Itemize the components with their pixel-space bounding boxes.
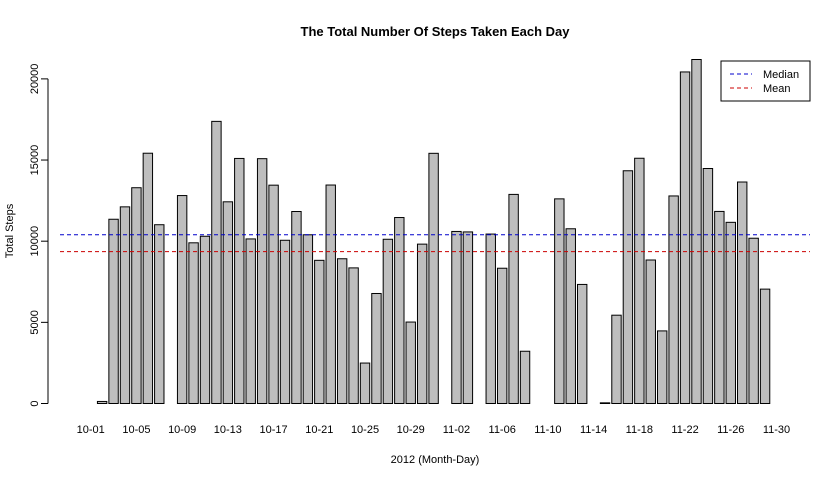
- bar-10-07: [154, 224, 165, 404]
- bar-11-11: [554, 198, 565, 404]
- bar-10-22: [325, 184, 336, 404]
- bar-10-19: [291, 211, 302, 404]
- bar-10-27: [382, 238, 394, 404]
- bar-11-24: [702, 168, 714, 404]
- bar-11-13: [576, 283, 588, 404]
- bar-11-19: [645, 259, 656, 404]
- bar-10-05: [131, 187, 142, 404]
- legend-label-mean: Mean: [763, 83, 791, 95]
- bar-10-10: [188, 242, 199, 404]
- x-tick-label: 10-21: [305, 424, 333, 436]
- bar-11-08: [519, 350, 531, 404]
- legend: Median Mean: [720, 60, 811, 102]
- y-tick-label: 0: [29, 400, 41, 406]
- bar-11-26: [725, 221, 736, 404]
- bar-11-28: [748, 237, 759, 404]
- bar-10-13: [222, 201, 234, 404]
- bar-11-02: [451, 230, 462, 404]
- bar-11-12: [565, 228, 576, 404]
- x-tick-label: 11-30: [763, 424, 790, 436]
- x-tick-label: 11-18: [626, 424, 653, 436]
- x-tick-label: 10-09: [168, 424, 196, 436]
- bar-10-26: [371, 292, 382, 404]
- bar-10-30: [416, 243, 428, 404]
- bar-10-20: [302, 234, 314, 404]
- bar-11-27: [737, 181, 748, 404]
- bar-11-03: [462, 231, 474, 404]
- x-tick-label: 11-14: [580, 424, 607, 436]
- bar-11-22: [679, 71, 691, 404]
- x-tick-label: 10-25: [351, 424, 379, 436]
- bar-11-15: [599, 402, 611, 404]
- bars-group: [96, 59, 771, 405]
- bar-10-03: [108, 218, 119, 404]
- bar-10-02: [96, 400, 108, 405]
- bar-11-29: [759, 288, 771, 404]
- reference-lines: [60, 234, 810, 253]
- bar-10-31: [428, 152, 439, 404]
- bar-10-17: [268, 184, 279, 404]
- y-tick-label: 5000: [29, 310, 41, 334]
- y-tick-label: 15000: [29, 145, 41, 176]
- bar-11-07: [508, 193, 519, 404]
- bar-10-15: [245, 238, 256, 404]
- bar-11-23: [691, 59, 702, 404]
- x-tick-label: 11-02: [443, 424, 470, 436]
- bar-11-25: [714, 210, 725, 404]
- bar-11-16: [611, 314, 622, 404]
- bar-10-06: [142, 152, 154, 404]
- y-axis: 0 5000 10000 15000 20000: [29, 64, 49, 407]
- bar-10-25: [359, 362, 371, 404]
- bar-10-18: [279, 239, 291, 404]
- bar-10-23: [336, 258, 348, 404]
- x-tick-label: 10-29: [397, 424, 425, 436]
- x-axis-label: 2012 (Month-Day): [391, 454, 480, 466]
- legend-box: [720, 60, 811, 102]
- bar-10-12: [211, 120, 222, 405]
- bar-10-16: [256, 158, 268, 404]
- x-axis-ticks: 10-01 10-05 10-09 10-13 10-17 10-21 10-25 10-29…: [77, 424, 791, 436]
- bar-10-04: [119, 206, 131, 404]
- x-tick-label: 11-26: [717, 424, 744, 436]
- x-tick-label: 11-06: [489, 424, 516, 436]
- y-tick-label: 10000: [29, 226, 41, 257]
- bar-10-14: [234, 157, 245, 404]
- bar-10-11: [199, 235, 211, 404]
- chart-title: The Total Number Of Steps Taken Each Day: [301, 24, 571, 39]
- bar-11-17: [622, 170, 634, 404]
- bar-11-06: [496, 267, 508, 405]
- bar-10-09: [176, 195, 188, 404]
- bar-10-28: [394, 217, 405, 404]
- bar-11-20: [657, 330, 668, 404]
- x-tick-label: 10-13: [214, 424, 242, 436]
- bar-11-05: [485, 233, 496, 404]
- x-tick-label: 11-22: [671, 424, 698, 436]
- bar-10-29: [405, 321, 416, 404]
- legend-label-median: Median: [763, 69, 799, 81]
- y-tick-label: 20000: [29, 64, 41, 95]
- x-tick-label: 10-01: [77, 424, 105, 436]
- bar-11-18: [634, 157, 645, 404]
- y-axis-label: Total Steps: [4, 203, 16, 258]
- x-tick-label: 10-17: [260, 424, 288, 436]
- x-tick-label: 10-05: [122, 424, 150, 436]
- x-tick-label: 11-10: [534, 424, 561, 436]
- bar-10-24: [348, 267, 359, 405]
- bar-10-21: [314, 259, 325, 404]
- bar-11-21: [668, 195, 679, 404]
